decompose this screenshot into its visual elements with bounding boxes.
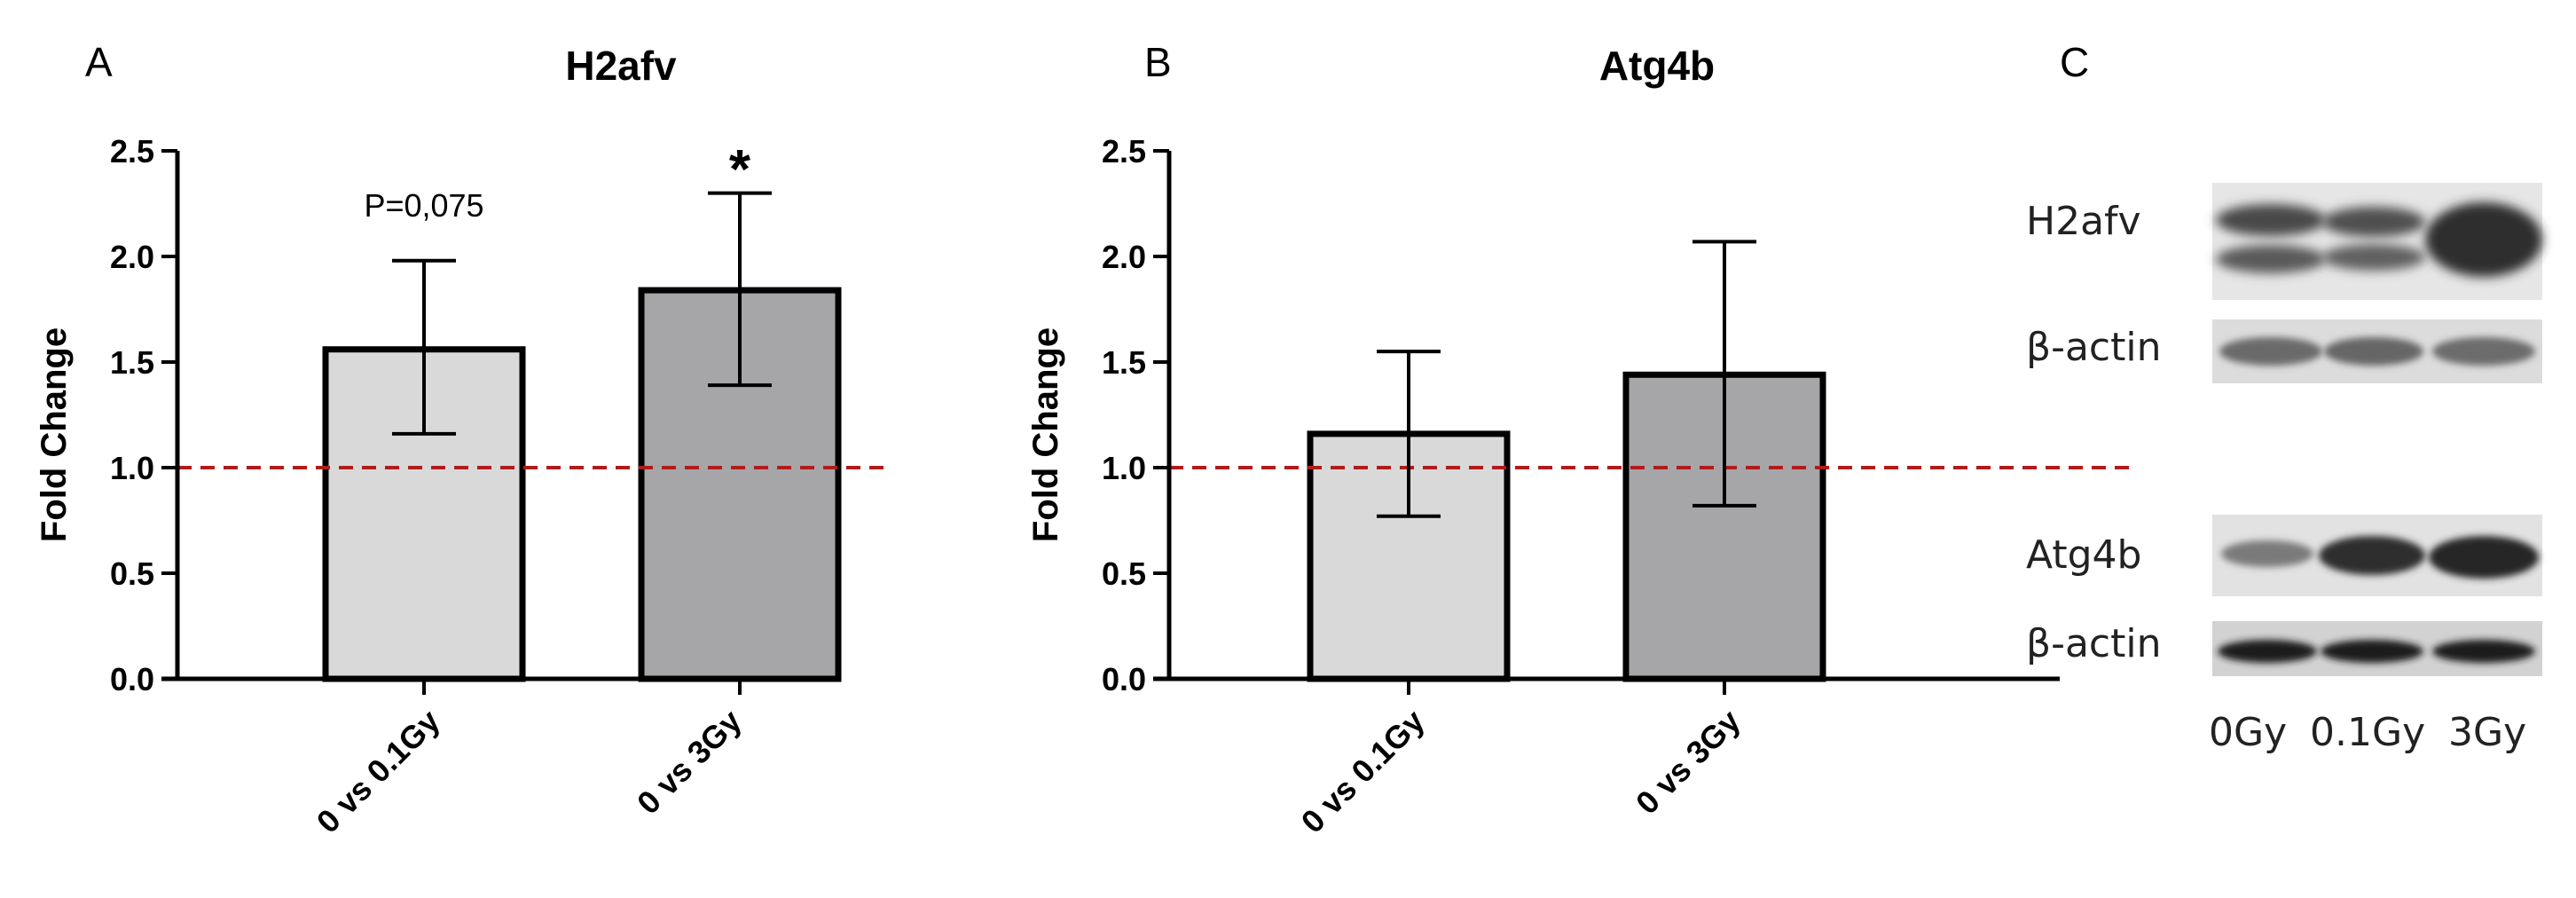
bar-series xyxy=(322,287,842,682)
blot-image-beta-actin xyxy=(2212,319,2542,383)
y-axis-ticks: 0.0 0.5 1.0 1.5 2.0 2.5 xyxy=(110,133,177,697)
y-tick-label: 0.5 xyxy=(110,555,154,592)
y-tick-label: 2.0 xyxy=(110,239,154,275)
blot-image-h2afv xyxy=(2212,183,2542,300)
y-tick-label: 2.5 xyxy=(110,133,154,169)
y-tick-label: 2.5 xyxy=(1102,133,1146,169)
x-tick-label: 0 vs 0.1Gy xyxy=(1294,703,1432,840)
blot-label-atg4b: Atg4b xyxy=(2026,532,2141,578)
x-tick-label: 0 vs 3Gy xyxy=(1629,703,1747,822)
error-bar-group xyxy=(1377,240,1756,518)
error-bar-group xyxy=(392,191,772,436)
p-value-annotation: P=0,075 xyxy=(364,187,483,224)
blot-label-beta-actin: β-actin xyxy=(2026,621,2161,666)
y-axis-label: Fold Change xyxy=(35,327,74,542)
axes xyxy=(1153,151,2060,695)
axes xyxy=(161,151,816,695)
chart-title: Atg4b xyxy=(1599,43,1715,89)
blot-image-atg4b xyxy=(2212,515,2542,596)
lane-label-3gy: 3Gy xyxy=(2448,710,2526,755)
x-axis-ticks: 0 vs 0.1Gy 0 vs 3Gy xyxy=(310,703,749,840)
y-tick-label: 0.0 xyxy=(110,661,154,697)
y-axis-label: Fold Change xyxy=(1026,327,1065,542)
significance-star: * xyxy=(729,139,751,201)
chart-title: H2afv xyxy=(565,43,677,89)
y-tick-label: 2.0 xyxy=(1102,239,1146,275)
y-tick-label: 1.5 xyxy=(1102,344,1146,381)
lane-label-0-1gy: 0.1Gy xyxy=(2310,710,2425,755)
y-tick-label: 0.0 xyxy=(1102,661,1146,697)
blot-label-beta-actin: β-actin xyxy=(2026,325,2161,370)
panel-letter-c: C xyxy=(2060,39,2089,85)
western-blot-panel: H2afv β-actin Atg4b β-actin xyxy=(2026,183,2542,755)
y-tick-label: 1.0 xyxy=(110,450,154,486)
panel-letter-a: A xyxy=(85,39,113,85)
y-tick-label: 1.5 xyxy=(110,344,154,381)
y-tick-label: 1.0 xyxy=(1102,450,1146,486)
x-axis-ticks: 0 vs 0.1Gy 0 vs 3Gy xyxy=(1294,703,1747,840)
lane-label-0gy: 0Gy xyxy=(2209,710,2287,755)
x-tick-label: 0 vs 0.1Gy xyxy=(310,703,447,840)
x-tick-label: 0 vs 3Gy xyxy=(630,703,749,822)
blot-image-beta-actin-2 xyxy=(2212,621,2542,676)
panel-letter-b: B xyxy=(1144,39,1172,85)
y-tick-label: 0.5 xyxy=(1102,555,1146,592)
y-axis-ticks: 0.0 0.5 1.0 1.5 2.0 2.5 xyxy=(1102,133,1169,697)
blot-label-h2afv: H2afv xyxy=(2026,199,2141,244)
bar-series xyxy=(1307,371,1826,682)
chart-atg4b: Atg4b Fold Change 0.0 0.5 1.0 1.5 2.0 2.5 0 v… xyxy=(1026,43,2131,840)
chart-h2afv: H2afv Fold Change 0.0 0.5 1.0 1.5 2.0 2.5 0 v… xyxy=(35,43,887,840)
